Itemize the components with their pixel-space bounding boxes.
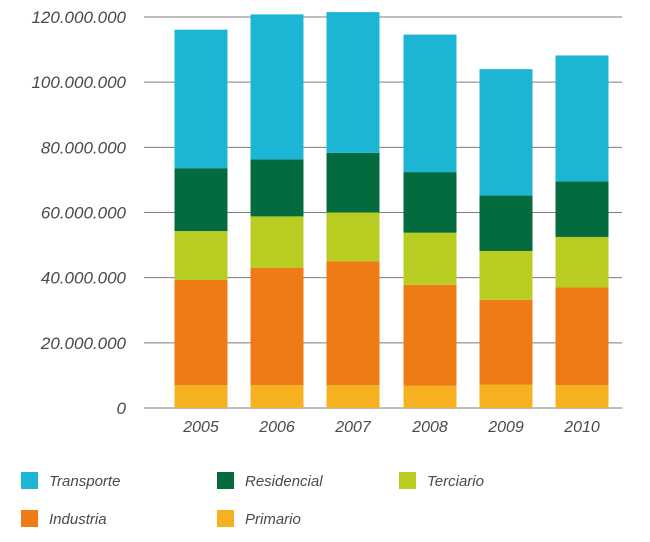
legend-item-primario: Primario [217, 510, 301, 528]
x-tick-label: 2005 [182, 419, 219, 436]
y-tick-label: 40.000.000 [41, 269, 127, 288]
bar-segment-residencial-2007 [326, 152, 380, 213]
bars [174, 12, 609, 408]
y-tick-label: 0 [117, 399, 127, 418]
legend-item-terciario: Terciario [399, 472, 484, 490]
legend: Transporte Residencial Terciario Industria P… [21, 472, 484, 528]
bar-segment-industria-2005 [174, 279, 228, 386]
bar-segment-industria-2009 [479, 299, 533, 385]
bar-segment-transporte-2009 [479, 69, 533, 196]
legend-item-transporte: Transporte [21, 472, 120, 490]
legend-label: Residencial [245, 473, 323, 490]
legend-label: Primario [245, 511, 301, 528]
x-tick-label: 2009 [487, 419, 524, 436]
bar-segment-residencial-2009 [479, 195, 533, 251]
bar-segment-terciario-2009 [479, 250, 533, 300]
legend-swatch [217, 472, 234, 489]
legend-swatch [217, 510, 234, 527]
y-tick-label: 60.000.000 [41, 204, 127, 223]
legend-label: Transporte [49, 473, 120, 490]
bar-segment-transporte-2006 [250, 14, 304, 160]
bar-segment-residencial-2005 [174, 168, 228, 232]
bar-segment-terciario-2008 [403, 232, 457, 285]
x-tick-label: 2007 [334, 419, 372, 436]
bar-segment-industria-2008 [403, 284, 457, 386]
bar-segment-industria-2010 [555, 287, 609, 386]
bar-segment-transporte-2008 [403, 34, 457, 173]
bar-segment-transporte-2007 [326, 12, 380, 153]
legend-item-industria: Industria [21, 510, 107, 528]
legend-swatch [21, 472, 38, 489]
bar-segment-terciario-2005 [174, 231, 228, 280]
bar-segment-residencial-2010 [555, 181, 609, 237]
x-axis: 2005 2006 2007 2008 2009 2010 [182, 419, 600, 436]
y-axis: 0 20.000.000 40.000.000 60.000.000 80.000.00… [31, 8, 126, 418]
x-tick-label: 2010 [563, 419, 600, 436]
bar-segment-primario-2007 [326, 385, 380, 408]
legend-label: Industria [49, 511, 107, 528]
bar-segment-terciario-2006 [250, 216, 304, 268]
y-tick-label: 20.000.000 [40, 334, 127, 353]
legend-item-residencial: Residencial [217, 472, 323, 490]
bar-segment-primario-2008 [403, 385, 457, 408]
bar-segment-primario-2010 [555, 385, 609, 408]
bar-segment-industria-2007 [326, 261, 380, 386]
bar-segment-transporte-2005 [174, 29, 228, 169]
bar-segment-residencial-2008 [403, 172, 457, 233]
x-tick-label: 2008 [411, 419, 448, 436]
legend-swatch [399, 472, 416, 489]
y-tick-label: 100.000.000 [31, 73, 126, 92]
bar-segment-terciario-2010 [555, 236, 609, 288]
bar-segment-terciario-2007 [326, 212, 380, 262]
bar-segment-residencial-2006 [250, 159, 304, 217]
bar-segment-primario-2009 [479, 384, 533, 408]
legend-label: Terciario [427, 473, 484, 490]
y-tick-label: 80.000.000 [41, 138, 127, 157]
bar-segment-industria-2006 [250, 267, 304, 386]
bar-segment-transporte-2010 [555, 55, 609, 182]
legend-swatch [21, 510, 38, 527]
y-tick-label: 120.000.000 [31, 8, 126, 27]
x-tick-label: 2006 [258, 419, 295, 436]
bar-segment-primario-2006 [250, 385, 304, 408]
bar-segment-primario-2005 [174, 385, 228, 408]
